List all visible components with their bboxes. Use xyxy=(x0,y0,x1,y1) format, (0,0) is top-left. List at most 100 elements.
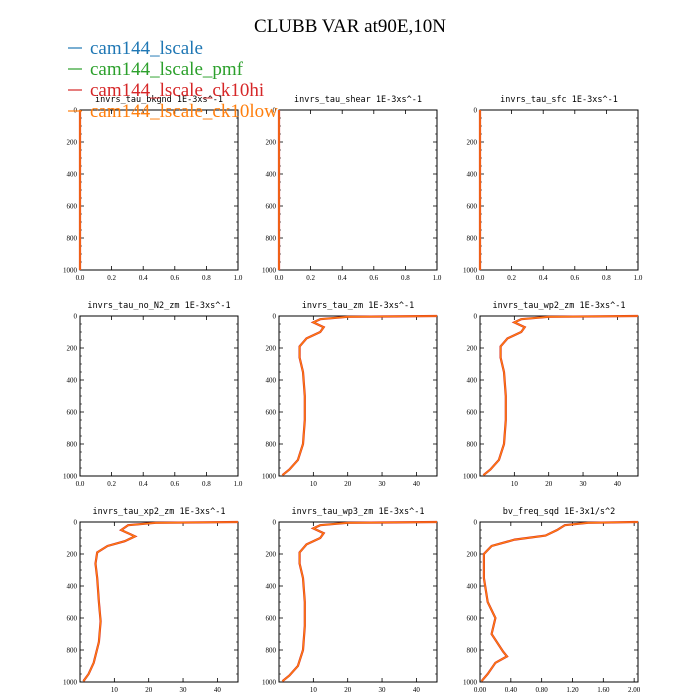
y-tick-label: 800 xyxy=(266,647,277,655)
x-tick-label: 0.40 xyxy=(505,686,518,694)
legend-item: cam144_lscale_ck10low xyxy=(68,101,278,122)
subplot-title: invrs_tau_xp2_zm 1E-3xs^-1 xyxy=(92,507,225,517)
y-tick-label: 0 xyxy=(74,313,78,321)
x-tick-label: 1.0 xyxy=(433,274,442,282)
x-tick-label: 0.4 xyxy=(139,274,148,282)
x-tick-label: 0.0 xyxy=(76,274,85,282)
y-tick-label: 600 xyxy=(67,203,78,211)
y-tick-label: 1000 xyxy=(262,267,277,275)
subplot-title: invrs_tau_shear 1E-3xs^-1 xyxy=(294,95,422,105)
y-tick-label: 400 xyxy=(266,377,277,385)
x-tick-label: 0.8 xyxy=(602,274,611,282)
y-tick-label: 800 xyxy=(467,647,478,655)
subplot-9: bv_freq_sqd 1E-3x1/s^2020040060080010000… xyxy=(463,507,641,694)
x-tick-label: 0.6 xyxy=(170,274,179,282)
y-tick-label: 0 xyxy=(273,519,277,527)
plot-frame xyxy=(79,521,239,683)
y-tick-label: 200 xyxy=(266,345,277,353)
x-tick-label: 2.00 xyxy=(628,686,641,694)
y-tick-label: 0 xyxy=(474,519,478,527)
y-tick-label: 800 xyxy=(67,235,78,243)
x-tick-label: 30 xyxy=(379,480,387,488)
subplot-title: invrs_tau_no_N2_zm 1E-3xs^-1 xyxy=(87,301,230,311)
y-tick-label: 800 xyxy=(67,647,78,655)
subplot-title: invrs_tau_zm 1E-3xs^-1 xyxy=(302,301,415,311)
y-tick-label: 600 xyxy=(67,615,78,623)
y-tick-label: 0 xyxy=(474,313,478,321)
subplot-1: invrs_tau_bkgnd 1E-3xs^-1020040060080010… xyxy=(63,95,243,282)
y-tick-label: 600 xyxy=(67,409,78,417)
y-tick-label: 200 xyxy=(67,345,78,353)
y-tick-label: 1000 xyxy=(262,679,277,687)
y-tick-label: 400 xyxy=(467,377,478,385)
x-tick-label: 30 xyxy=(379,686,387,694)
x-tick-label: 0.0 xyxy=(76,480,85,488)
x-tick-label: 0.2 xyxy=(107,480,116,488)
x-tick-label: 0.0 xyxy=(275,274,284,282)
legend: cam144_lscalecam144_lscale_pmfcam144_lsc… xyxy=(68,38,278,122)
x-tick-label: 0.2 xyxy=(306,274,315,282)
y-tick-label: 600 xyxy=(266,615,277,623)
y-tick-label: 200 xyxy=(467,345,478,353)
series-line-ck10low xyxy=(281,521,438,682)
subplot-title: invrs_tau_wp2_zm 1E-3xs^-1 xyxy=(492,301,625,311)
x-tick-label: 1.0 xyxy=(234,480,243,488)
y-tick-label: 800 xyxy=(266,235,277,243)
x-tick-label: 40 xyxy=(214,686,222,694)
subplot-title: invrs_tau_bkgnd 1E-3xs^-1 xyxy=(95,95,223,105)
y-tick-label: 1000 xyxy=(463,473,478,481)
legend-label: cam144_lscale_ck10low xyxy=(90,101,278,122)
x-tick-label: 1.20 xyxy=(566,686,579,694)
y-tick-label: 800 xyxy=(266,441,277,449)
y-tick-label: 400 xyxy=(67,171,78,179)
plot-frame xyxy=(479,109,639,271)
x-tick-label: 0.6 xyxy=(570,274,579,282)
subplot-6: invrs_tau_wp2_zm 1E-3xs^-1 0 200 400 600 800 1… xyxy=(463,301,639,488)
x-tick-label: 0.0 xyxy=(476,274,485,282)
x-tick-label: 40 xyxy=(413,480,421,488)
series-line-ck10low xyxy=(482,315,639,476)
x-tick-label: 0.6 xyxy=(369,274,378,282)
x-tick-label: 0.6 xyxy=(170,480,179,488)
y-tick-label: 1000 xyxy=(262,473,277,481)
x-tick-label: 0.2 xyxy=(507,274,516,282)
plot-frame xyxy=(79,109,239,271)
series-line-ck10low xyxy=(82,521,239,682)
x-tick-label: 0.4 xyxy=(139,480,148,488)
y-tick-label: 0 xyxy=(474,107,478,115)
x-tick-label: 10 xyxy=(310,686,318,694)
x-tick-label: 1.0 xyxy=(634,274,643,282)
subplot-2: invrs_tau_shear 1E-3xs^-1 0 200 400 600 800 10… xyxy=(262,95,442,282)
plot-frame xyxy=(278,521,438,683)
x-tick-label: 30 xyxy=(180,686,188,694)
legend-item: cam144_lscale_pmf xyxy=(68,59,244,80)
plot-frame xyxy=(278,315,438,477)
legend-item: cam144_lscale xyxy=(68,38,203,59)
y-tick-label: 0 xyxy=(273,107,277,115)
x-tick-label: 40 xyxy=(413,686,421,694)
subplot-7: invrs_tau_xp2_zm 1E-3xs^-1 0 200 400 600 800 1… xyxy=(63,507,239,694)
y-tick-label: 1000 xyxy=(63,473,78,481)
x-tick-label: 20 xyxy=(145,686,153,694)
y-tick-label: 0 xyxy=(74,519,78,527)
y-tick-label: 400 xyxy=(67,583,78,591)
y-tick-label: 600 xyxy=(467,203,478,211)
series-line-ck10low xyxy=(281,315,438,476)
y-tick-label: 400 xyxy=(266,171,277,179)
y-tick-label: 1000 xyxy=(463,679,478,687)
legend-item: cam144_lscale_ck10hi xyxy=(68,80,264,101)
x-tick-label: 0.80 xyxy=(536,686,549,694)
panels: invrs_tau_bkgnd 1E-3xs^-1020040060080010… xyxy=(63,95,643,694)
x-tick-label: 20 xyxy=(545,480,553,488)
x-tick-label: 30 xyxy=(580,480,588,488)
x-tick-label: 10 xyxy=(310,480,318,488)
subplot-title: invrs_tau_wp3_zm 1E-3xs^-1 xyxy=(291,507,424,517)
subplot-8: invrs_tau_wp3_zm 1E-3xs^-1 0 200 400 600 800 1… xyxy=(262,507,438,694)
y-tick-label: 600 xyxy=(266,203,277,211)
x-tick-label: 40 xyxy=(614,480,622,488)
subplot-title: bv_freq_sqd 1E-3x1/s^2 xyxy=(503,507,616,517)
y-tick-label: 400 xyxy=(266,583,277,591)
y-tick-label: 200 xyxy=(467,551,478,559)
x-tick-label: 1.60 xyxy=(597,686,610,694)
